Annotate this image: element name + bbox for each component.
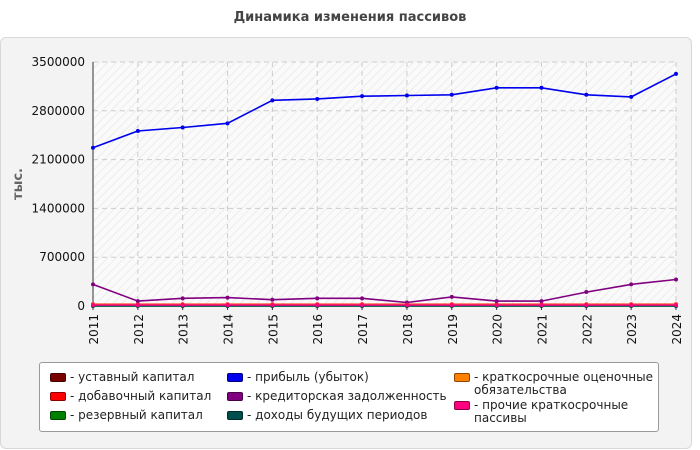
- legend-label: - добавочный капитал: [70, 389, 212, 403]
- x-tick-label: 2016: [311, 314, 325, 345]
- series-line: [92, 73, 677, 149]
- y-tick-label: 2800000: [32, 104, 85, 118]
- legend-swatch: [227, 411, 243, 420]
- x-tick-label: 2021: [535, 314, 549, 345]
- data-point: [225, 121, 230, 126]
- legend-swatch: [227, 392, 243, 401]
- data-point: [584, 302, 589, 307]
- x-tick-label: 2014: [222, 314, 236, 345]
- legend-item: - резервный капитал: [50, 409, 203, 422]
- data-point: [449, 302, 454, 307]
- series-7: [91, 302, 678, 307]
- x-tick-label: 2019: [446, 314, 460, 345]
- data-point: [91, 282, 95, 287]
- x-tick-label: 2017: [356, 314, 370, 345]
- legend-swatch: [454, 401, 470, 410]
- series-lines: [91, 71, 678, 308]
- legend-label: - уставный капитал: [70, 370, 195, 384]
- data-point: [449, 92, 454, 97]
- x-tick-label: 2022: [580, 314, 594, 345]
- data-point: [360, 302, 365, 307]
- legend-label: - краткосрочные оценочные обязательства: [474, 370, 653, 397]
- legend-item: - уставный капитал: [50, 371, 194, 384]
- data-point: [315, 302, 320, 307]
- legend-swatch: [50, 392, 66, 401]
- data-point: [315, 296, 320, 301]
- data-point: [270, 98, 275, 103]
- legend-swatch: [227, 373, 243, 382]
- legend-item: - кредиторская задолженность: [227, 390, 447, 403]
- legend-label: - кредиторская задолженность: [247, 389, 447, 403]
- legend-item: - доходы будущих периодов: [227, 409, 427, 422]
- data-point: [404, 93, 409, 98]
- y-tick-label: 700000: [39, 250, 85, 264]
- legend-label: - прибыль (убыток): [247, 370, 369, 384]
- data-point: [180, 302, 185, 307]
- x-tick-label: 2018: [401, 314, 415, 345]
- data-point: [225, 295, 230, 300]
- data-point: [225, 302, 230, 307]
- axes: 0 700000 1400000 2100000 2800000 3500000 2011 2…: [32, 55, 684, 345]
- legend-item: - краткосрочные оценочные обязательства: [454, 371, 654, 397]
- x-tick-label: 2023: [625, 314, 639, 345]
- data-point: [674, 302, 678, 307]
- data-point: [629, 302, 634, 307]
- chart-title: Динамика изменения пассивов: [233, 10, 467, 25]
- series-3: [91, 71, 678, 150]
- data-point: [360, 94, 365, 99]
- data-point: [494, 85, 499, 90]
- data-point: [584, 290, 589, 295]
- legend-item: - прибыль (убыток): [227, 371, 369, 384]
- legend-label: - доходы будущих периодов: [247, 408, 428, 422]
- data-point: [135, 302, 140, 307]
- x-tick-label: 2024: [670, 314, 684, 345]
- x-tick-label: 2015: [266, 314, 280, 345]
- data-point: [180, 296, 185, 301]
- legend-swatch: [454, 373, 470, 382]
- x-tick-label: 2012: [132, 314, 146, 345]
- data-point: [539, 302, 544, 307]
- data-point: [629, 94, 634, 99]
- series-line: [92, 278, 677, 304]
- data-point: [674, 277, 678, 282]
- data-point: [135, 299, 140, 304]
- plot-area: [93, 62, 676, 306]
- data-point: [584, 92, 589, 97]
- data-point: [135, 129, 140, 134]
- data-point: [91, 302, 95, 307]
- data-point: [404, 302, 409, 307]
- legend-swatch: [50, 373, 66, 382]
- legend-label: - прочие краткосрочные пассивы: [474, 398, 629, 425]
- data-point: [539, 85, 544, 90]
- data-point: [629, 282, 634, 287]
- legend-swatch: [50, 411, 66, 420]
- data-point: [270, 302, 275, 307]
- x-tick-label: 2020: [491, 314, 505, 345]
- chart-legend: - уставный капитал - добавочный капитал - …: [39, 362, 659, 432]
- legend-item: - прочие краткосрочные пассивы: [454, 399, 654, 425]
- data-point: [180, 125, 185, 130]
- data-point: [315, 96, 320, 101]
- data-point: [270, 297, 275, 302]
- x-tick-label: 2013: [177, 314, 191, 345]
- x-tick-label: 2011: [87, 314, 101, 345]
- data-point: [674, 71, 678, 76]
- y-axis-label: тыс.: [11, 168, 26, 200]
- y-tick-label: 1400000: [32, 201, 85, 215]
- y-tick-label: 0: [77, 299, 85, 313]
- y-tick-label: 3500000: [32, 55, 85, 69]
- legend-item: - добавочный капитал: [50, 390, 211, 403]
- data-point: [360, 296, 365, 301]
- data-point: [494, 299, 499, 304]
- data-point: [539, 299, 544, 304]
- y-tick-label: 2100000: [32, 153, 85, 167]
- data-point: [449, 294, 454, 299]
- data-point: [494, 302, 499, 307]
- series-4: [91, 277, 678, 305]
- grid-lines: [93, 61, 677, 306]
- legend-label: - резервный капитал: [70, 408, 203, 422]
- data-point: [91, 145, 95, 150]
